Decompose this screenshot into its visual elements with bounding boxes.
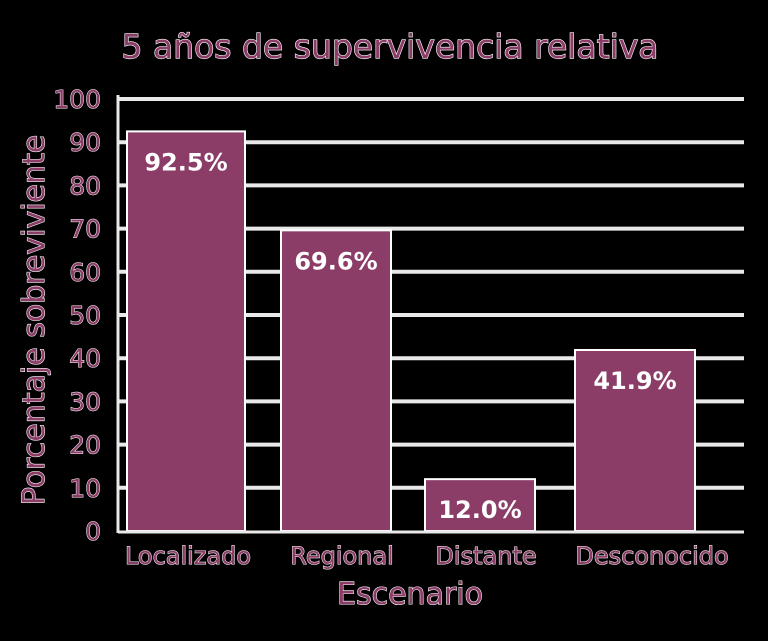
y-tick-label: 30	[69, 387, 101, 416]
y-tick-label: 40	[69, 344, 101, 373]
y-tick-label: 80	[69, 171, 101, 200]
bar-regional	[280, 229, 392, 532]
y-tick-label: 20	[69, 431, 101, 460]
x-category-label: Distante	[435, 542, 536, 570]
data-label: 69.6%	[294, 247, 377, 275]
y-tick-label: 90	[69, 128, 101, 157]
bar-distante	[424, 478, 536, 533]
data-label: 41.9%	[593, 367, 676, 395]
bar-desconocido	[574, 348, 696, 532]
data-label: 12.0%	[438, 496, 521, 524]
x-category-label: Localizado	[125, 542, 251, 570]
y-tick-label: 70	[69, 215, 101, 244]
chart-title: 5 años de supervivencia relativa	[121, 27, 658, 66]
bar-localizado	[126, 130, 246, 532]
y-tick-label: 10	[69, 474, 101, 503]
y-axis-title: Porcentaje sobreviviente	[17, 135, 52, 506]
x-category-labels: Localizado Regional Distante Desconocido	[124, 542, 729, 571]
y-tick-labels: 0 10 20 30 40 50 60 70 80 90 100	[53, 85, 102, 547]
bars-layer	[126, 130, 696, 533]
y-tick-label: 50	[69, 301, 101, 330]
x-category-label: Regional	[290, 542, 394, 570]
data-labels: 92.5% 69.6% 12.0% 41.9%	[144, 148, 676, 524]
y-tick-label: 60	[69, 258, 101, 287]
x-axis-title: Escenario	[337, 577, 483, 612]
data-label: 92.5%	[144, 148, 227, 176]
x-category-label: Desconocido	[575, 542, 728, 570]
y-tick-label: 100	[53, 85, 101, 114]
y-tick-label: 0	[85, 517, 101, 546]
